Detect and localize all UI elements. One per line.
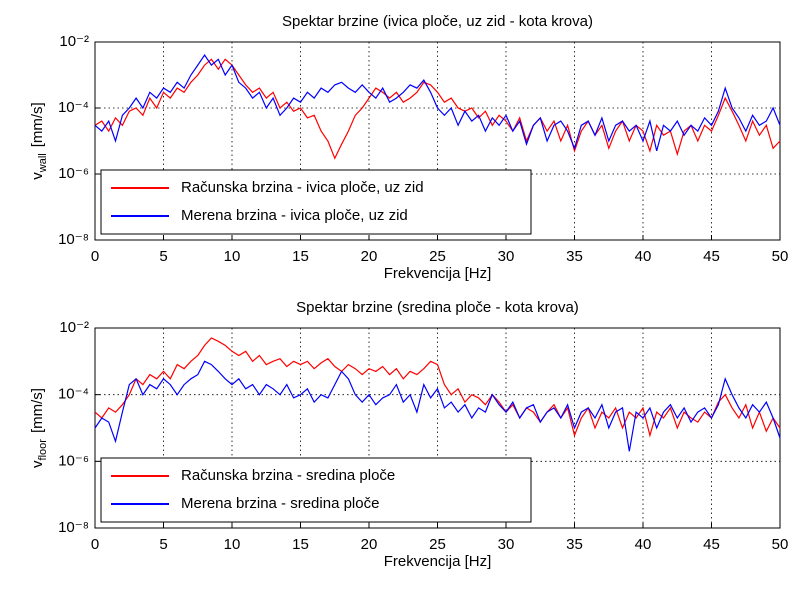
x-tick-label: 10	[224, 248, 241, 265]
x-tick-label: 5	[159, 248, 167, 265]
x-tick-label: 50	[772, 248, 789, 265]
x-tick-label: 0	[91, 536, 99, 553]
x-tick-label: 25	[429, 536, 446, 553]
y-axis-symbol: v	[29, 460, 46, 468]
legend-label: Merena brzina - sredina ploče	[181, 495, 379, 512]
chart-title: Spektar brzine (ivica ploče, uz zid - ko…	[282, 13, 593, 30]
chart-title: Spektar brzine (sredina ploče - kota kro…	[296, 299, 579, 316]
x-tick-label: 15	[292, 536, 309, 553]
legend-box	[100, 457, 532, 523]
x-tick-label: 40	[635, 248, 652, 265]
y-tick-label: 10⁻²	[59, 33, 89, 50]
x-tick-label: 45	[703, 248, 720, 265]
x-tick-label: 40	[635, 536, 652, 553]
y-axis-subscript: floor	[37, 439, 49, 461]
x-tick-label: 5	[159, 536, 167, 553]
x-tick-label: 0	[91, 248, 99, 265]
y-tick-label: 10⁻⁴	[58, 386, 89, 403]
data-line	[94, 360, 781, 452]
x-tick-label: 45	[703, 536, 720, 553]
y-axis-unit: [mm/s]	[29, 102, 46, 147]
x-tick-label: 20	[361, 536, 378, 553]
y-tick-label: 10⁻⁸	[58, 519, 89, 536]
x-axis-label: Frekvencija [Hz]	[384, 265, 492, 282]
x-tick-label: 15	[292, 248, 309, 265]
x-tick-label: 30	[498, 248, 515, 265]
y-axis-symbol: v	[29, 172, 46, 180]
x-tick-label: 20	[361, 248, 378, 265]
legend-label: Računska brzina - ivica ploče, uz zid	[181, 179, 424, 196]
y-axis-label: vfloor [mm/s]	[29, 388, 49, 468]
subplot: 0 5 10 15 20 25 30 35 40 45 50 10⁻⁸ 10⁻⁶ 10⁻⁴ 10⁻² Spek…	[29, 299, 788, 570]
x-tick-label: 35	[566, 536, 583, 553]
legend-label: Merena brzina - ivica ploče, uz zid	[181, 207, 408, 224]
data-line	[94, 337, 781, 438]
x-tick-label: 35	[566, 248, 583, 265]
subplot: 0 5 10 15 20 25 30 35 40 45 50 10⁻⁸ 10⁻⁶ 10⁻⁴ 10⁻² Spek…	[29, 13, 788, 282]
x-axis-label: Frekvencija [Hz]	[384, 553, 492, 570]
x-tick-label: 10	[224, 536, 241, 553]
legend: Računska brzina - ivica ploče, uz zid Mer…	[100, 169, 532, 235]
y-tick-label: 10⁻⁴	[58, 99, 89, 116]
y-tick-label: 10⁻⁸	[58, 231, 89, 248]
y-tick-label: 10⁻⁶	[58, 165, 89, 182]
y-axis-label: vwall [mm/s]	[29, 102, 49, 179]
y-tick-label: 10⁻⁶	[58, 452, 89, 469]
y-axis-unit: [mm/s]	[29, 388, 46, 433]
legend-box	[100, 169, 532, 235]
y-axis-subscript: wall	[37, 153, 49, 173]
x-tick-label: 25	[429, 248, 446, 265]
x-tick-label: 50	[772, 536, 789, 553]
legend-label: Računska brzina - sredina ploče	[181, 467, 395, 484]
y-tick-label: 10⁻²	[59, 319, 89, 336]
x-tick-label: 30	[498, 536, 515, 553]
legend: Računska brzina - sredina ploče Merena br…	[100, 457, 532, 523]
data-line	[94, 54, 781, 152]
